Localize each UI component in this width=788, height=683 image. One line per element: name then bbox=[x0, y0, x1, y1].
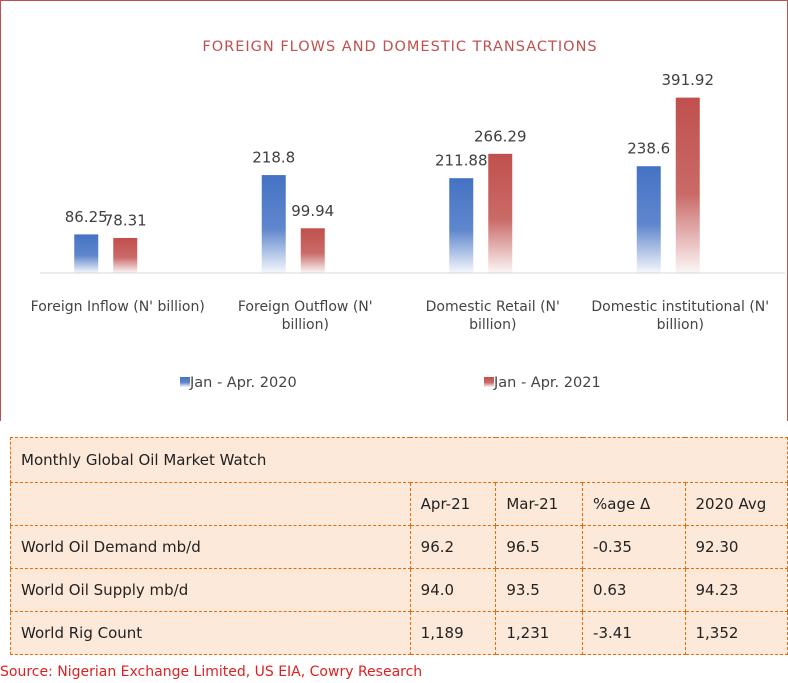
table-cell: 94.23 bbox=[684, 568, 788, 612]
header-cell: Mar-21 bbox=[495, 482, 584, 526]
header-cell: %age Δ bbox=[582, 482, 686, 526]
table-cell: -0.35 bbox=[582, 525, 686, 569]
table-row: World Oil Demand mb/d 96.2 96.5 -0.35 92.30 bbox=[10, 525, 788, 569]
table-cell: 0.63 bbox=[582, 568, 686, 612]
chart-title: FOREIGN FLOWS AND DOMESTIC TRANSACTIONS bbox=[202, 39, 597, 55]
bar bbox=[113, 237, 138, 273]
bar bbox=[636, 166, 661, 273]
table-cell: 96.5 bbox=[495, 525, 584, 569]
x-tick-label: Domestic Retail (N' billion) bbox=[425, 299, 560, 333]
data-label: 391.92 bbox=[662, 71, 715, 89]
table-cell: 93.5 bbox=[495, 568, 584, 612]
table-title: Monthly Global Oil Market Watch bbox=[10, 437, 788, 483]
data-label: 211.88 bbox=[435, 152, 488, 170]
table-cell: 92.30 bbox=[684, 525, 788, 569]
table-row: World Rig Count 1,189 1,231 -3.41 1,352 bbox=[10, 611, 788, 655]
x-tick-label: Foreign Outflow (N' billion) bbox=[237, 299, 373, 333]
legend-swatch bbox=[484, 377, 494, 387]
table-cell: World Oil Supply mb/d bbox=[10, 568, 411, 612]
bar bbox=[300, 228, 325, 273]
table-cell: 94.0 bbox=[409, 568, 497, 612]
data-label: 266.29 bbox=[474, 127, 527, 145]
legend-swatch bbox=[180, 377, 190, 387]
table-cell: 96.2 bbox=[409, 525, 497, 569]
table-cell: World Rig Count bbox=[10, 611, 411, 655]
data-label: 238.6 bbox=[627, 140, 670, 158]
table-cell: 1,189 bbox=[409, 611, 497, 655]
bar bbox=[675, 97, 700, 273]
x-tick-label: Foreign Inflow (N' billion) bbox=[30, 299, 205, 315]
data-label: 218.8 bbox=[252, 149, 295, 167]
table-header: Apr-21 Mar-21 %age Δ 2020 Avg bbox=[10, 482, 788, 526]
header-cell bbox=[10, 482, 411, 526]
table-row: World Oil Supply mb/d 94.0 93.5 0.63 94.23 bbox=[10, 568, 788, 612]
bar bbox=[488, 153, 513, 273]
header-cell: 2020 Avg bbox=[684, 482, 788, 526]
table-cell: 1,352 bbox=[684, 611, 788, 655]
oil-table: Monthly Global Oil Market Watch Apr-21 Ma… bbox=[10, 437, 788, 655]
bar bbox=[261, 175, 286, 273]
legend-label: Jan - Apr. 2021 bbox=[493, 375, 601, 391]
bar bbox=[74, 234, 99, 273]
header-cell: Apr-21 bbox=[409, 482, 497, 526]
table-cell: World Oil Demand mb/d bbox=[10, 525, 411, 569]
data-label: 99.94 bbox=[291, 202, 334, 220]
data-label: 78.31 bbox=[104, 211, 147, 229]
chart: FOREIGN FLOWS AND DOMESTIC TRANSACTIONS … bbox=[40, 39, 785, 391]
bar bbox=[449, 178, 474, 273]
legend-label: Jan - Apr. 2020 bbox=[189, 375, 297, 391]
data-label: 86.25 bbox=[65, 208, 108, 226]
table-cell: -3.41 bbox=[582, 611, 686, 655]
source: Source: Nigerian Exchange Limited, US EI… bbox=[0, 664, 423, 680]
x-tick-label: Domestic institutional (N' billion) bbox=[591, 299, 770, 333]
table-cell: 1,231 bbox=[495, 611, 584, 655]
